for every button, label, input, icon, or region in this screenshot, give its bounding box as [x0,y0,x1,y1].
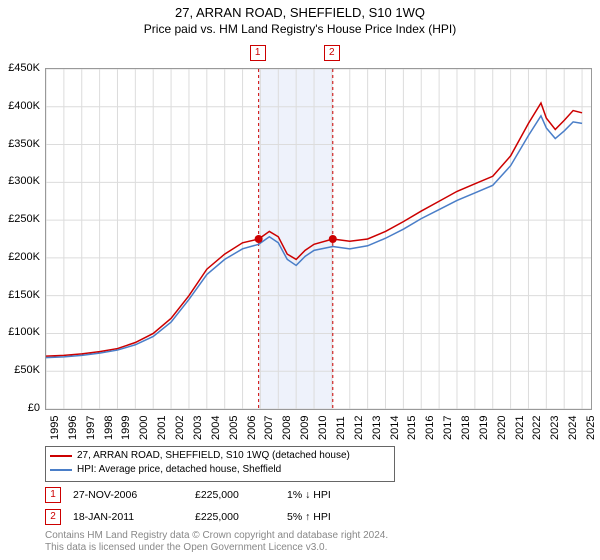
x-tick-label: 2019 [478,416,490,440]
y-tick-label: £250K [8,213,40,225]
legend-item: HPI: Average price, detached house, Shef… [50,463,390,477]
x-tick-label: 2001 [156,416,168,440]
x-tick-label: 2025 [585,416,597,440]
transaction-hpi: 1% ↓ HPI [287,489,387,501]
marker-callout: 2 [324,45,340,61]
x-tick-label: 2003 [192,416,204,440]
x-tick-label: 1995 [49,416,61,440]
footer-attribution: Contains HM Land Registry data © Crown c… [45,530,388,554]
y-tick-label: £100K [8,326,40,338]
x-tick-label: 1998 [103,416,115,440]
x-tick-label: 1996 [67,416,79,440]
chart-container: 27, ARRAN ROAD, SHEFFIELD, S10 1WQ Price… [0,0,600,560]
x-tick-label: 2004 [210,416,222,440]
x-tick-label: 2017 [442,416,454,440]
transaction-marker: 2 [45,509,61,525]
y-tick-label: £350K [8,138,40,150]
x-tick-label: 2024 [567,416,579,440]
x-tick-label: 2000 [138,416,150,440]
transaction-date: 27-NOV-2006 [73,489,183,501]
y-tick-label: £50K [14,364,40,376]
x-tick-label: 2020 [496,416,508,440]
y-tick-label: £450K [8,62,40,74]
footer-line: Contains HM Land Registry data © Crown c… [45,530,388,542]
transaction-price: £225,000 [195,489,275,501]
x-tick-label: 2009 [299,416,311,440]
x-tick-label: 2002 [174,416,186,440]
transaction-row: 1 27-NOV-2006 £225,000 1% ↓ HPI [45,484,387,506]
x-tick-label: 2016 [424,416,436,440]
x-tick-label: 2006 [246,416,258,440]
legend-label: 27, ARRAN ROAD, SHEFFIELD, S10 1WQ (deta… [77,449,350,463]
x-tick-label: 2008 [281,416,293,440]
chart-title: 27, ARRAN ROAD, SHEFFIELD, S10 1WQ [0,0,600,20]
marker-callout: 1 [250,45,266,61]
transactions-table: 1 27-NOV-2006 £225,000 1% ↓ HPI 2 18-JAN… [45,484,387,528]
x-tick-label: 2010 [317,416,329,440]
plot-area [45,68,592,410]
x-tick-label: 2014 [389,416,401,440]
x-tick-label: 2012 [353,416,365,440]
x-tick-label: 2022 [531,416,543,440]
transaction-price: £225,000 [195,511,275,523]
chart-svg [46,69,591,409]
y-tick-label: £400K [8,100,40,112]
transaction-row: 2 18-JAN-2011 £225,000 5% ↑ HPI [45,506,387,528]
y-tick-label: £150K [8,289,40,301]
x-tick-label: 2011 [335,416,347,440]
transaction-marker: 1 [45,487,61,503]
y-tick-label: £300K [8,175,40,187]
y-tick-label: £200K [8,251,40,263]
x-tick-label: 2005 [228,416,240,440]
x-tick-label: 2018 [460,416,472,440]
legend-label: HPI: Average price, detached house, Shef… [77,463,281,477]
footer-line: This data is licensed under the Open Gov… [45,542,388,554]
legend: 27, ARRAN ROAD, SHEFFIELD, S10 1WQ (deta… [45,446,395,482]
legend-item: 27, ARRAN ROAD, SHEFFIELD, S10 1WQ (deta… [50,449,390,463]
transaction-hpi: 5% ↑ HPI [287,511,387,523]
x-tick-label: 2015 [406,416,418,440]
legend-swatch [50,469,72,471]
x-tick-label: 2021 [514,416,526,440]
x-tick-label: 2007 [263,416,275,440]
chart-subtitle: Price paid vs. HM Land Registry's House … [0,20,600,36]
transaction-date: 18-JAN-2011 [73,511,183,523]
legend-swatch [50,455,72,457]
x-tick-label: 1997 [85,416,97,440]
x-tick-label: 2013 [371,416,383,440]
x-tick-label: 1999 [120,416,132,440]
y-tick-label: £0 [28,402,40,414]
x-tick-label: 2023 [549,416,561,440]
